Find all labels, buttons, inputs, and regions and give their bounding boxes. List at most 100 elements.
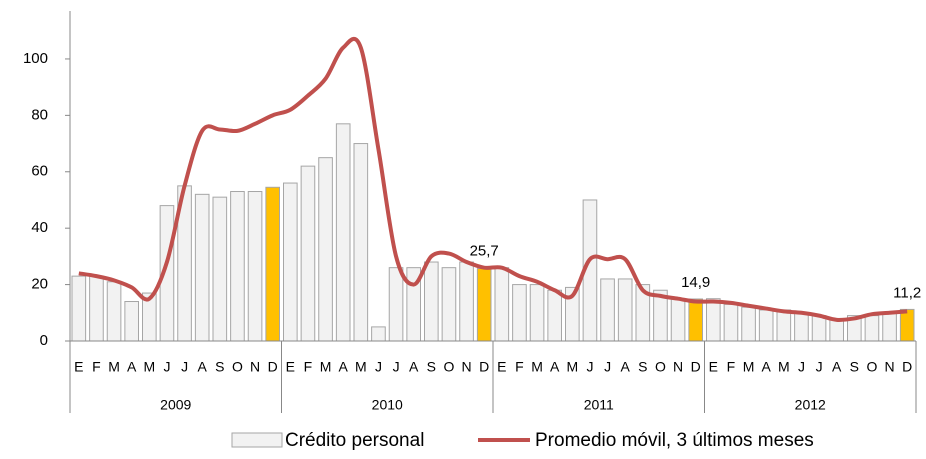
x-tick-label: J [163,359,170,375]
x-tick-label: E [497,359,506,375]
bar [494,267,510,342]
bar [388,267,404,342]
x-tick-label: M [143,359,155,375]
x-tick-label: N [250,359,260,375]
x-tick-label: A [621,359,631,375]
x-tick-label: S [850,359,859,375]
bar [371,326,386,342]
x-tick-label: O [655,359,666,375]
x-tick-label: F [304,359,313,375]
x-tick-label: A [832,359,842,375]
year-label: 2012 [795,397,826,413]
x-tick-label: E [286,359,295,375]
bar [899,308,915,342]
bar [194,193,210,342]
x-tick-label: M [355,359,367,375]
bar [459,261,474,342]
bar [353,143,369,342]
legend-label: Crédito personal [285,430,424,451]
x-tick-label: F [92,359,101,375]
bar [670,298,686,342]
x-tick-label: E [709,359,718,375]
bar [706,298,721,342]
bar [882,312,897,342]
x-tick-label: O [443,359,454,375]
bar [617,278,633,342]
bar [71,275,87,342]
bar [512,284,527,342]
x-tick-label: N [462,359,472,375]
year-label: 2010 [372,397,403,413]
x-tick-label: E [74,359,83,375]
bar [476,268,492,342]
bar [811,315,827,342]
x-tick-label: N [885,359,895,375]
x-tick-label: D [691,359,701,375]
y-tick-label: 80 [31,106,48,123]
x-tick-label: A [762,359,772,375]
x-tick-label: S [215,359,224,375]
bar [300,165,316,342]
x-tick-label: A [550,359,560,375]
bar [212,196,228,342]
x-tick-label: J [181,359,188,375]
bar [776,309,792,342]
x-tick-label: M [108,359,120,375]
x-tick-label: S [427,359,436,375]
bar [600,278,615,342]
x-tick-label: O [866,359,877,375]
y-tick-label: 100 [23,50,48,67]
bar [318,157,333,342]
year-label: 2011 [584,397,614,413]
x-tick-label: J [798,359,805,375]
data-label: 14,9 [681,274,710,291]
data-label: 11,2 [893,284,921,301]
y-tick-label: 60 [31,163,48,180]
x-tick-label: D [902,359,912,375]
legend-label: Promedio móvil, 3 últimos meses [535,430,814,451]
bar [124,301,139,342]
bar [283,182,298,342]
bar [529,284,545,342]
x-tick-label: M [743,359,755,375]
x-tick-label: F [515,359,524,375]
bar [441,267,457,342]
x-tick-label: J [586,359,593,375]
legend-swatch [231,432,283,448]
bar [741,306,756,342]
x-tick-label: F [727,359,736,375]
x-tick-label: J [393,359,400,375]
x-tick-label: M [531,359,543,375]
x-tick-label: O [232,359,243,375]
x-tick-label: A [198,359,208,375]
x-tick-label: D [479,359,489,375]
y-tick-label: 20 [31,276,48,293]
bar [89,275,104,342]
line [78,36,908,322]
bar [247,191,263,342]
bar [758,309,774,342]
y-tick-label: 0 [40,332,48,349]
x-tick-label: A [127,359,137,375]
bar [424,261,439,342]
y-tick-label: 40 [31,219,48,236]
bar [106,281,122,342]
bar [864,315,880,342]
x-tick-label: J [816,359,823,375]
bar [688,298,703,342]
x-tick-label: A [409,359,419,375]
year-label: 2009 [160,397,191,413]
x-tick-label: M [778,359,790,375]
x-tick-label: A [339,359,349,375]
bar [335,123,351,342]
x-tick-label: D [268,359,278,375]
x-tick-label: S [638,359,647,375]
data-label: 25,7 [470,243,499,260]
bar [723,303,739,342]
x-tick-label: J [375,359,382,375]
x-tick-label: M [566,359,578,375]
bar [794,312,809,342]
bar [547,289,562,342]
x-tick-label: J [604,359,611,375]
